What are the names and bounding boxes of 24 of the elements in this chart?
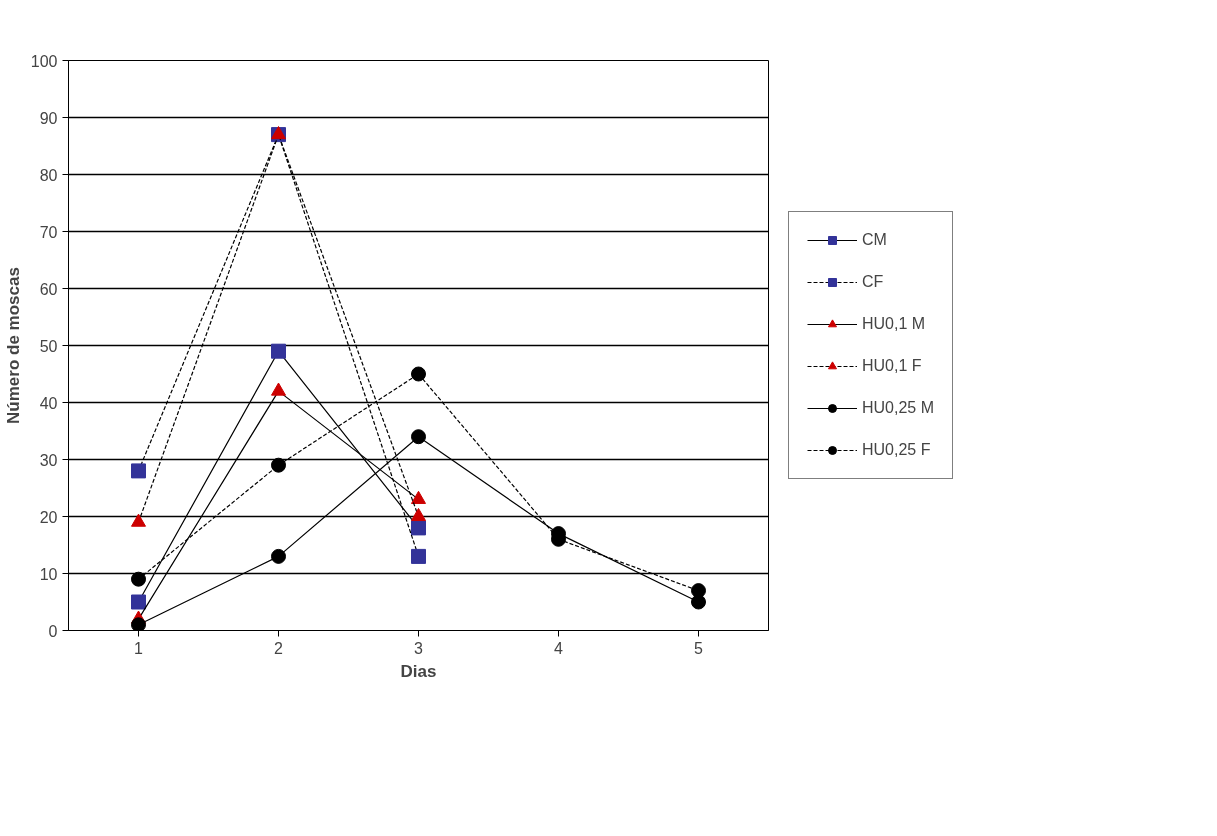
y-tick-label: 70 <box>39 223 58 241</box>
x-tick-label: 2 <box>274 639 284 657</box>
legend-label: CF <box>862 273 884 291</box>
legend-label: HU0,25 M <box>862 399 935 417</box>
y-tick-label: 0 <box>48 622 58 640</box>
y-tick-label: 40 <box>39 394 58 412</box>
y-tick-label: 100 <box>30 52 58 70</box>
x-tick-label: 3 <box>414 639 424 657</box>
x-tick-label: 4 <box>554 639 564 657</box>
y-tick-label: 10 <box>39 565 58 583</box>
x-axis-title: Dias <box>400 661 437 681</box>
legend-label: HU0,25 F <box>862 441 931 459</box>
y-tick-label: 50 <box>39 337 58 355</box>
x-tick-label: 5 <box>694 639 704 657</box>
y-tick-label: 20 <box>39 508 58 526</box>
legend-label: HU0,1 M <box>862 315 926 333</box>
y-tick-label: 30 <box>39 451 58 469</box>
y-tick-label: 80 <box>39 166 58 184</box>
x-tick-label: 1 <box>134 639 144 657</box>
y-axis-title: Número de moscas <box>3 267 23 424</box>
y-tick-label: 60 <box>39 280 58 298</box>
legend-label: CM <box>862 231 887 249</box>
legend-label: HU0,1 F <box>862 357 922 375</box>
y-tick-label: 90 <box>39 109 58 127</box>
